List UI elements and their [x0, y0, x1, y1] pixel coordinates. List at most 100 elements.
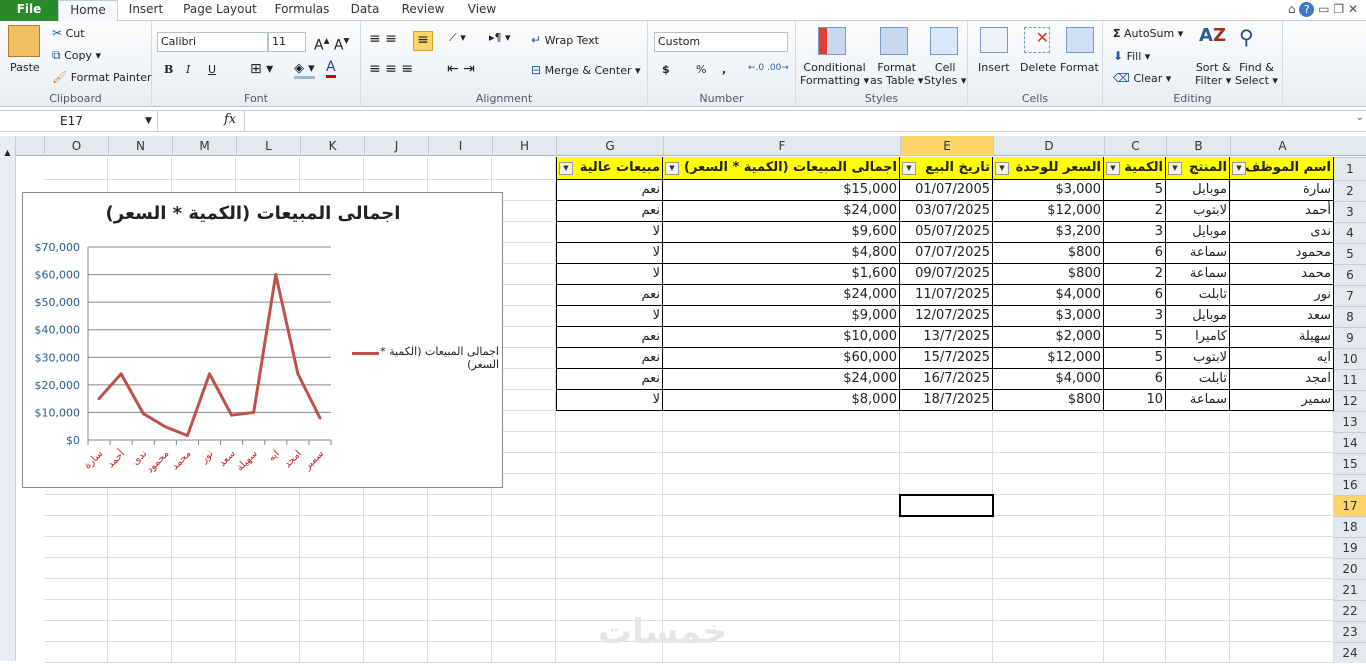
cell[interactable]: [1104, 600, 1166, 621]
table-cell[interactable]: 10: [1104, 390, 1166, 411]
cell[interactable]: [993, 516, 1104, 537]
table-cell[interactable]: نور: [1230, 285, 1334, 306]
cell[interactable]: [492, 348, 556, 369]
cell[interactable]: [492, 579, 556, 600]
table-header-cell[interactable]: تاريخ البيع ▼: [900, 157, 993, 180]
table-cell[interactable]: 07/07/2025: [900, 243, 993, 264]
cell[interactable]: [1230, 621, 1334, 642]
format-button[interactable]: Format: [1060, 61, 1099, 74]
cell[interactable]: [663, 579, 900, 600]
row-header-6[interactable]: 6: [1334, 264, 1366, 285]
table-cell[interactable]: نعم: [556, 327, 663, 348]
cell[interactable]: [663, 600, 900, 621]
table-cell[interactable]: تابلت: [1166, 285, 1230, 306]
tab-insert[interactable]: Insert: [128, 2, 164, 16]
table-cell[interactable]: 5: [1104, 348, 1166, 369]
vertical-scrollbar[interactable]: ▲: [0, 136, 16, 661]
cell[interactable]: [492, 327, 556, 348]
cell[interactable]: [236, 579, 300, 600]
row-header-16[interactable]: 16: [1334, 474, 1366, 495]
row-header-10[interactable]: 10: [1334, 348, 1366, 369]
cell[interactable]: [1104, 411, 1166, 432]
table-cell[interactable]: $4,000: [993, 285, 1104, 306]
row-header-11[interactable]: 11: [1334, 369, 1366, 390]
table-cell[interactable]: نعم: [556, 348, 663, 369]
tab-page-layout[interactable]: Page Layout: [183, 2, 257, 16]
table-cell[interactable]: 5: [1104, 180, 1166, 201]
table-cell[interactable]: 5: [1104, 327, 1166, 348]
table-cell[interactable]: $9,600: [663, 222, 900, 243]
table-cell[interactable]: أحمد: [1230, 201, 1334, 222]
cell[interactable]: [428, 558, 492, 579]
cell[interactable]: [492, 621, 556, 642]
cell[interactable]: [900, 537, 993, 558]
table-cell[interactable]: موبايل: [1166, 306, 1230, 327]
cell[interactable]: [663, 432, 900, 453]
row-header-19[interactable]: 19: [1334, 537, 1366, 558]
column-header-F[interactable]: F: [663, 136, 900, 156]
table-cell[interactable]: $800: [993, 390, 1104, 411]
cell[interactable]: [900, 621, 993, 642]
cell[interactable]: [993, 642, 1104, 663]
cell[interactable]: [172, 621, 236, 642]
column-header-E[interactable]: E: [900, 136, 993, 156]
tab-review[interactable]: Review: [401, 2, 445, 16]
formula-input[interactable]: [244, 111, 1348, 131]
table-cell[interactable]: 6: [1104, 369, 1166, 390]
cell[interactable]: [44, 642, 108, 663]
table-header-cell[interactable]: اسم الموظف ▼: [1230, 157, 1334, 180]
number-format-select[interactable]: Custom: [654, 32, 788, 52]
minimize-ribbon-icon[interactable]: ⌂: [1287, 2, 1296, 16]
fill-button[interactable]: Fill: [1126, 50, 1142, 63]
cell[interactable]: [556, 495, 663, 516]
cell[interactable]: [492, 516, 556, 537]
table-cell[interactable]: موبايل: [1166, 180, 1230, 201]
font-color-icon[interactable]: A: [326, 59, 336, 78]
table-cell[interactable]: $24,000: [663, 369, 900, 390]
cell[interactable]: [993, 453, 1104, 474]
cell[interactable]: [300, 537, 364, 558]
minimize-icon[interactable]: ▭: [1318, 2, 1330, 16]
cell[interactable]: [172, 495, 236, 516]
filter-dropdown-icon[interactable]: ▼: [1168, 162, 1182, 175]
fill-color-icon[interactable]: ◈ ▾: [294, 61, 315, 79]
table-cell[interactable]: موبايل: [1166, 222, 1230, 243]
row-header-21[interactable]: 21: [1334, 579, 1366, 600]
table-cell[interactable]: سماعة: [1166, 264, 1230, 285]
cut-button[interactable]: Cut: [65, 27, 85, 40]
cell[interactable]: [1166, 558, 1230, 579]
tab-view[interactable]: View: [467, 2, 497, 16]
find-select-button[interactable]: Find & Select ▾: [1235, 61, 1278, 87]
column-header-G[interactable]: G: [556, 136, 663, 156]
cell[interactable]: [993, 579, 1104, 600]
table-cell[interactable]: سمير: [1230, 390, 1334, 411]
cell[interactable]: [1166, 453, 1230, 474]
cell[interactable]: [108, 600, 172, 621]
expand-formula-icon[interactable]: ⌄: [1355, 112, 1364, 123]
cell[interactable]: [108, 642, 172, 663]
cell[interactable]: [492, 369, 556, 390]
cell[interactable]: [993, 537, 1104, 558]
cell[interactable]: [364, 642, 428, 663]
cell[interactable]: [1104, 579, 1166, 600]
cell[interactable]: [663, 474, 900, 495]
cell[interactable]: [44, 495, 108, 516]
cell[interactable]: [492, 558, 556, 579]
cell[interactable]: [44, 537, 108, 558]
cell[interactable]: [172, 558, 236, 579]
cell[interactable]: [172, 600, 236, 621]
cell[interactable]: [1230, 432, 1334, 453]
table-cell[interactable]: $800: [993, 264, 1104, 285]
table-cell[interactable]: 6: [1104, 243, 1166, 264]
cell[interactable]: [364, 558, 428, 579]
column-header-D[interactable]: D: [993, 136, 1104, 156]
cell[interactable]: [1104, 432, 1166, 453]
cell[interactable]: [236, 495, 300, 516]
cell[interactable]: [993, 411, 1104, 432]
cell[interactable]: [1104, 621, 1166, 642]
cell[interactable]: [492, 453, 556, 474]
row-header-2[interactable]: 2: [1334, 180, 1366, 201]
cell[interactable]: [300, 495, 364, 516]
cell[interactable]: [556, 453, 663, 474]
cell[interactable]: [556, 432, 663, 453]
